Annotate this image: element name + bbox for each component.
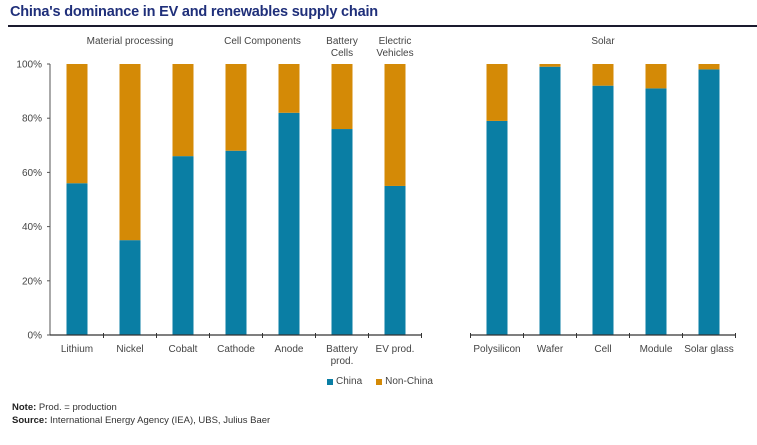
legend-item-china: China xyxy=(327,376,362,387)
x-tick-label: Anode xyxy=(275,344,304,355)
legend-label-china: China xyxy=(336,376,363,387)
bars-layer xyxy=(66,64,720,336)
source-label: Source: xyxy=(12,415,48,426)
bar-non-china-cobalt xyxy=(172,64,194,157)
bar-non-china-solar-glass xyxy=(698,64,720,70)
legend: China Non-China xyxy=(327,376,433,387)
legend-item-non-china: Non-China xyxy=(376,376,433,387)
y-tick-label: 80% xyxy=(22,114,42,125)
bar-non-china-anode xyxy=(278,64,300,113)
legend-swatch-non-china xyxy=(376,378,383,385)
bar-non-china-battery-prod- xyxy=(331,64,353,130)
chart-title: China's dominance in EV and renewables s… xyxy=(10,4,378,20)
axes-layer xyxy=(47,63,736,338)
note-line: Note: Prod. = production xyxy=(12,401,270,414)
bar-china-nickel xyxy=(119,240,141,335)
labels-layer: 0% 20% 40% 60% 80% 100% Lithium Nickel Cobalt Cat… xyxy=(16,36,733,367)
group-label: Cell Components xyxy=(224,36,301,47)
bar-non-china-polysilicon xyxy=(486,64,508,121)
note-label: Note: xyxy=(12,402,37,413)
group-label: Cells xyxy=(331,48,353,59)
x-tick-label: Wafer xyxy=(537,344,564,355)
x-tick-label: Cobalt xyxy=(169,344,198,355)
x-tick-label: Cell xyxy=(594,344,611,355)
x-tick-label: Polysilicon xyxy=(473,344,520,355)
group-label: Solar xyxy=(591,36,615,47)
bar-china-cobalt xyxy=(172,156,194,335)
bar-non-china-ev-prod- xyxy=(384,64,406,186)
bar-china-battery-prod- xyxy=(331,129,353,335)
bar-non-china-lithium xyxy=(66,64,88,184)
bar-non-china-nickel xyxy=(119,64,141,241)
source-line: Source: International Energy Agency (IEA… xyxy=(12,414,270,427)
x-tick-label: Cathode xyxy=(217,344,255,355)
y-tick-label: 0% xyxy=(28,331,43,342)
y-tick-label: 40% xyxy=(22,222,42,233)
y-tick-label: 100% xyxy=(16,60,42,71)
x-tick-label: EV prod. xyxy=(376,344,415,355)
group-label: Material processing xyxy=(87,36,174,47)
bar-non-china-wafer xyxy=(539,64,561,67)
group-label: Electric xyxy=(379,36,412,47)
y-tick-label: 20% xyxy=(22,276,42,287)
bar-china-polysilicon xyxy=(486,120,508,335)
group-label: Battery xyxy=(326,36,358,47)
x-tick-label: Lithium xyxy=(61,344,93,355)
bar-china-solar-glass xyxy=(698,69,720,336)
bar-china-anode xyxy=(278,112,300,335)
x-tick-label: prod. xyxy=(331,356,354,367)
stacked-bar-chart: 0% 20% 40% 60% 80% 100% Lithium Nickel Cobalt Cat… xyxy=(16,36,736,367)
footnotes: Note: Prod. = production Source: Interna… xyxy=(12,401,270,427)
bar-china-ev-prod- xyxy=(384,185,406,335)
legend-label-non-china: Non-China xyxy=(385,376,433,387)
legend-swatch-china xyxy=(327,378,333,385)
bar-china-cell xyxy=(592,85,614,336)
note-text: Prod. = production xyxy=(36,402,117,413)
bar-china-cathode xyxy=(225,150,247,335)
x-tick-label: Nickel xyxy=(116,344,143,355)
bar-china-lithium xyxy=(66,183,88,335)
x-tick-label: Module xyxy=(640,344,673,355)
bar-non-china-cathode xyxy=(225,64,247,151)
bar-china-wafer xyxy=(539,66,561,336)
source-text: International Energy Agency (IEA), UBS, … xyxy=(47,415,271,426)
bar-non-china-cell xyxy=(592,64,614,86)
y-tick-label: 60% xyxy=(22,168,42,179)
group-label: Vehicles xyxy=(376,48,413,59)
x-tick-label: Solar glass xyxy=(684,344,733,355)
bar-china-module xyxy=(645,88,667,335)
bar-non-china-module xyxy=(645,64,667,89)
x-tick-label: Battery xyxy=(326,344,358,355)
title-divider xyxy=(8,25,757,27)
